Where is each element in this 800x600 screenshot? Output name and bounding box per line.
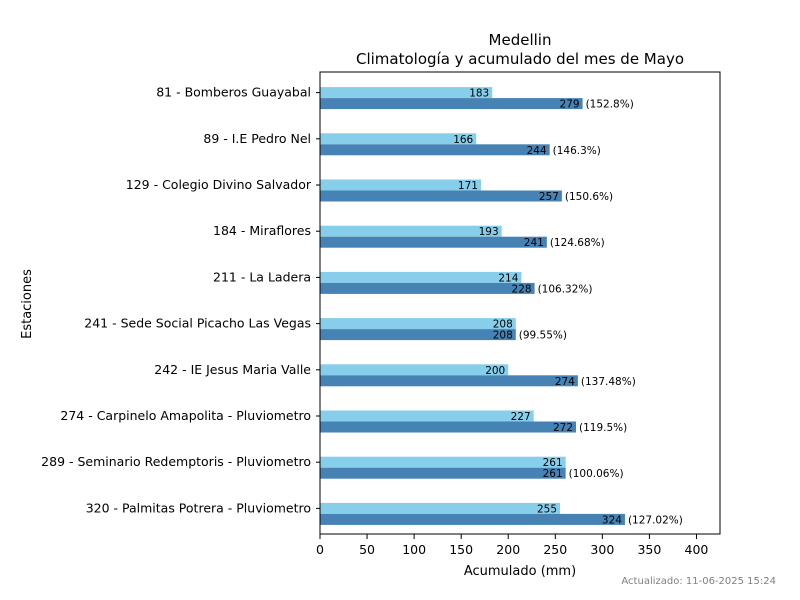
x-tick-label: 250	[543, 542, 567, 557]
bar-value-label: 208	[493, 330, 513, 342]
y-tick-label: 274 - Carpinelo Amapolita - Pluviometro	[60, 408, 311, 423]
bar-percent-label: (150.6%)	[565, 191, 613, 203]
bar-series-2	[320, 236, 547, 248]
y-tick-label: 129 - Colegio Divino Salvador	[126, 177, 312, 192]
bar-percent-label: (119.5%)	[579, 422, 627, 434]
bar-series-1	[320, 502, 560, 514]
y-tick-label: 81 - Bomberos Guayabal	[156, 85, 311, 100]
bar-value-label: 171	[458, 180, 478, 192]
bar-percent-label: (152.8%)	[586, 99, 634, 111]
bar-series-1	[320, 179, 481, 191]
x-tick-label: 100	[402, 542, 426, 557]
bar-series-1	[320, 364, 509, 376]
bar-value-label: 324	[602, 514, 622, 526]
bar-value-label: 274	[555, 376, 575, 388]
bar-series-1	[320, 271, 522, 283]
y-tick-label: 184 - Miraflores	[213, 223, 311, 238]
updated-timestamp: Actualizado: 11-06-2025 15:24	[621, 576, 776, 587]
bar-percent-label: (146.3%)	[553, 145, 601, 157]
bar-value-label: 227	[511, 411, 531, 423]
y-tick-label: 242 - IE Jesus Maria Valle	[154, 362, 311, 377]
bar-value-label: 166	[453, 134, 473, 146]
bar-value-label: 241	[524, 237, 544, 249]
bar-value-label: 228	[512, 283, 532, 295]
plot-frame	[319, 71, 721, 535]
bar-value-label: 261	[543, 457, 563, 469]
x-tick-label: 50	[359, 542, 375, 557]
bar-series-2	[320, 282, 535, 294]
x-tick-label: 0	[316, 542, 324, 557]
x-tick-label: 150	[449, 542, 473, 557]
y-tick-label: 320 - Palmitas Potrera - Pluviometro	[86, 500, 311, 515]
bar-percent-label: (124.68%)	[550, 237, 605, 249]
x-tick-label: 200	[496, 542, 520, 557]
plot-area: 81 - Bomberos Guayabal 183 279 (152.8%) 89 -…	[41, 71, 721, 557]
bar-value-label: 193	[479, 226, 499, 238]
bar-value-label: 261	[543, 468, 563, 480]
bar-value-label: 255	[537, 503, 557, 515]
bar-percent-label: (106.32%)	[538, 283, 593, 295]
bar-series-2	[320, 375, 578, 387]
x-tick-label: 400	[685, 542, 709, 557]
bar-series-2	[320, 329, 516, 341]
bar-value-label: 279	[560, 99, 580, 111]
x-tick-label: 350	[637, 542, 661, 557]
bar-series-2	[320, 467, 566, 479]
bar-series-2	[320, 421, 576, 433]
bar-value-label: 183	[469, 88, 489, 100]
y-tick-label: 89 - I.E Pedro Nel	[203, 131, 311, 146]
chart-title: Medellin	[489, 31, 552, 49]
bar-series-1	[320, 318, 516, 330]
bar-series-1	[320, 225, 502, 237]
bar-series-2	[320, 513, 625, 525]
y-tick-label: 241 - Sede Social Picacho Las Vegas	[84, 316, 311, 331]
x-tick-label: 300	[590, 542, 614, 557]
bar-value-label: 272	[553, 422, 573, 434]
bar-percent-label: (137.48%)	[581, 376, 636, 388]
bar-value-label: 200	[485, 365, 505, 377]
bar-series-1	[320, 410, 534, 422]
bar-value-label: 208	[493, 319, 513, 331]
bar-series-1	[320, 87, 493, 99]
bar-series-2	[320, 144, 550, 156]
bar-percent-label: (100.06%)	[569, 468, 624, 480]
bar-percent-label: (99.55%)	[519, 330, 567, 342]
y-axis-title: Estaciones	[20, 269, 35, 339]
bar-percent-label: (127.02%)	[628, 514, 683, 526]
bar-series-2	[320, 190, 562, 202]
bar-series-2	[320, 98, 583, 110]
bar-series-1	[320, 456, 566, 468]
bar-value-label: 257	[539, 191, 559, 203]
y-tick-label: 211 - La Ladera	[213, 269, 311, 284]
bar-series-1	[320, 133, 477, 145]
chart-subtitle: Climatología y acumulado del mes de Mayo	[356, 50, 684, 68]
bar-value-label: 214	[498, 272, 518, 284]
y-tick-label: 289 - Seminario Redemptoris - Pluviometr…	[41, 454, 311, 469]
bar-value-label: 244	[527, 145, 547, 157]
x-axis-title: Acumulado (mm)	[464, 564, 576, 579]
